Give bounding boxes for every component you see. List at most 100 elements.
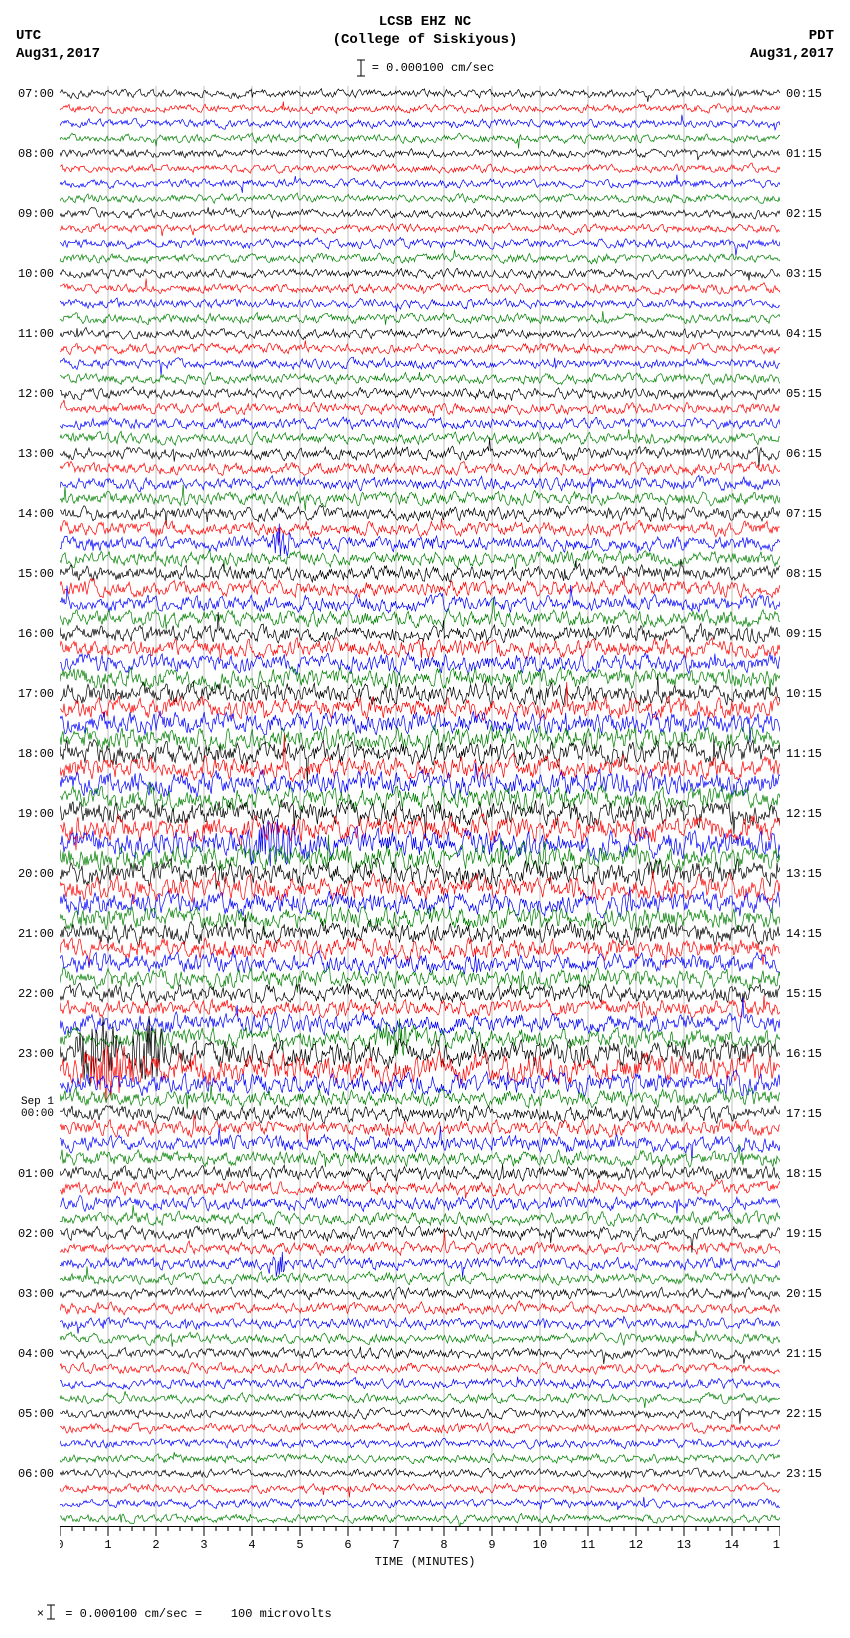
station-location: (College of Siskiyous) [0,32,850,48]
pdt-hour-label: 09:15 [786,628,822,640]
seismic-trace [60,400,780,416]
svg-text:4: 4 [248,1538,255,1552]
pdt-hour-label: 08:15 [786,568,822,580]
utc-hour-labels: 07:0008:0009:0010:0011:0012:0013:0014:00… [0,86,58,1526]
svg-text:5: 5 [296,1538,303,1552]
footer-prefix: × [37,1607,44,1621]
seismic-trace [60,653,780,675]
pdt-hour-label: 11:15 [786,748,822,760]
seismic-trace [60,1497,780,1510]
seismic-trace [60,1513,780,1526]
seismogram-page: LCSB EHZ NC (College of Siskiyous) = 0.0… [0,0,850,1613]
seismic-trace [60,238,780,256]
pdt-hour-label: 13:15 [786,868,822,880]
seismic-trace [60,1231,780,1256]
utc-hour-label: 18:00 [18,748,54,760]
seismic-trace [60,387,780,401]
date-right-label: Aug31,2017 [750,46,834,62]
seismogram-plot [60,86,780,1526]
pdt-hour-label: 02:15 [786,208,822,220]
pdt-hour-label: 22:15 [786,1408,822,1420]
svg-text:11: 11 [581,1538,595,1552]
utc-hour-label: 14:00 [18,508,54,520]
seismic-trace [60,1317,780,1334]
svg-text:9: 9 [488,1538,495,1552]
seismic-trace [60,475,780,493]
seismic-trace [60,340,780,354]
svg-text:6: 6 [344,1538,351,1552]
seismic-trace [60,438,780,466]
seismic-trace [60,1347,780,1364]
pdt-hour-label: 06:15 [786,448,822,460]
utc-hour-label: 10:00 [18,268,54,280]
seismic-trace [60,193,780,203]
seismic-trace [60,983,780,1005]
seismic-trace [60,938,780,968]
seismic-trace [60,638,780,660]
seismic-trace [60,461,780,475]
scale-indicator: = 0.000100 cm/sec [0,58,850,78]
svg-text:14: 14 [725,1538,739,1552]
seismic-trace [60,372,780,384]
seismic-trace [60,250,780,264]
seismic-trace [60,298,780,312]
utc-hour-label: 17:00 [18,688,54,700]
seismic-trace [60,417,780,430]
seismic-trace [60,1195,780,1213]
seismic-trace [60,1438,780,1449]
seismic-trace [60,1468,780,1478]
pdt-hour-label: 01:15 [786,148,822,160]
utc-hour-label: 19:00 [18,808,54,820]
seismic-trace [60,998,780,1035]
seismic-trace [60,1144,780,1167]
utc-hour-label: 08:00 [18,148,54,160]
utc-hour-label: 20:00 [18,868,54,880]
seismic-trace [60,738,780,783]
pdt-hour-labels: 00:1501:1502:1503:1504:1505:1506:1507:15… [782,86,846,1526]
utc-hour-label: 22:00 [18,988,54,1000]
seismic-trace [60,1105,780,1123]
seismic-trace [60,268,780,280]
footer-scale-bar-icon [46,1604,56,1624]
pdt-hour-label: 16:15 [786,1048,822,1060]
svg-text:2: 2 [152,1538,159,1552]
seismic-trace [60,1226,780,1253]
utc-hour-label: 01:00 [18,1168,54,1180]
utc-hour-label: 16:00 [18,628,54,640]
footer-scale-text: = 0.000100 cm/sec = 100 microvolts [58,1607,332,1621]
utc-hour-label: 04:00 [18,1348,54,1360]
pdt-hour-label: 18:15 [786,1168,822,1180]
seismic-trace [60,485,780,511]
seismic-trace [60,223,780,236]
svg-text:12: 12 [629,1538,643,1552]
utc-hour-label: 23:00 [18,1048,54,1060]
scale-value: = 0.000100 cm/sec [372,61,494,75]
seismic-trace [60,585,780,613]
tz-left-label: UTC [16,28,41,44]
utc-hour-label: 15:00 [18,568,54,580]
utc-hour-label: 02:00 [18,1228,54,1240]
seismic-trace [60,725,780,752]
seismic-trace [60,429,780,445]
seismic-trace [60,1377,780,1390]
header-center: LCSB EHZ NC (College of Siskiyous) [0,14,850,48]
footer-scale: × = 0.000100 cm/sec = 100 microvolts [8,1590,332,1638]
seismic-trace [60,1085,780,1109]
pdt-hour-label: 14:15 [786,928,822,940]
seismic-trace [60,133,780,148]
svg-text:13: 13 [677,1538,691,1552]
pdt-hour-label: 10:15 [786,688,822,700]
seismic-trace [60,967,780,996]
svg-text:7: 7 [392,1538,399,1552]
seismic-trace [60,1483,780,1497]
tz-right-label: PDT [809,28,834,44]
seismic-trace [60,711,780,743]
svg-text:3: 3 [200,1538,207,1552]
pdt-hour-label: 04:15 [786,328,822,340]
seismic-trace [60,149,780,161]
svg-text:0: 0 [60,1538,64,1552]
seismic-trace [60,1164,780,1181]
pdt-hour-label: 23:15 [786,1468,822,1480]
seismic-trace [60,1408,780,1424]
pdt-hour-label: 15:15 [786,988,822,1000]
